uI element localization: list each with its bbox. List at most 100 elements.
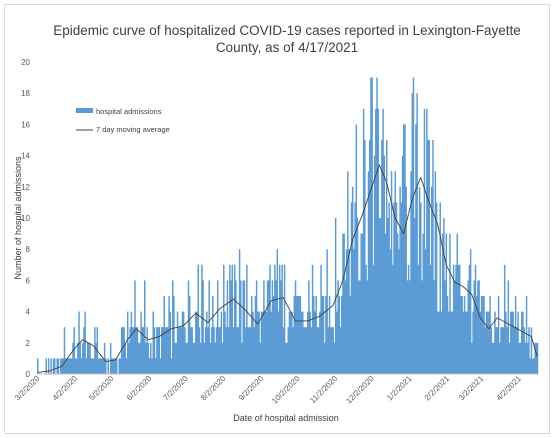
bar xyxy=(240,280,242,374)
bar xyxy=(420,202,422,374)
bar xyxy=(198,327,201,374)
bar xyxy=(187,280,190,374)
bar xyxy=(145,342,147,374)
bar xyxy=(164,327,167,374)
bar xyxy=(100,358,102,374)
bar xyxy=(314,311,316,374)
bar xyxy=(406,280,409,374)
bar xyxy=(171,280,174,374)
bar xyxy=(286,342,288,374)
bar xyxy=(85,358,88,374)
bar xyxy=(257,311,259,374)
bar xyxy=(398,249,400,374)
bar xyxy=(434,171,437,374)
bar xyxy=(443,218,445,374)
bar xyxy=(91,358,94,374)
bar xyxy=(336,311,338,374)
bar xyxy=(243,280,246,374)
bar xyxy=(196,311,198,374)
bar xyxy=(214,342,217,374)
bar xyxy=(409,280,411,374)
bar xyxy=(496,327,499,374)
bar xyxy=(451,311,454,374)
bar xyxy=(296,296,298,374)
bar xyxy=(294,280,297,374)
bar xyxy=(50,358,52,374)
y-tick-label: 8 xyxy=(26,245,31,254)
bar xyxy=(122,327,124,374)
bar xyxy=(56,358,58,374)
bar xyxy=(457,264,460,374)
bar xyxy=(189,296,191,374)
bar xyxy=(304,327,306,374)
bar xyxy=(170,358,173,374)
bar xyxy=(126,311,129,374)
bar xyxy=(185,342,187,374)
bar xyxy=(309,311,311,374)
y-axis-title: Number of hospital admissions xyxy=(13,156,23,280)
bar xyxy=(524,342,527,374)
bar xyxy=(230,280,232,374)
bar xyxy=(483,296,485,374)
bar xyxy=(287,327,289,374)
chart-title-line-2: County, as of 4/17/2021 xyxy=(216,40,358,55)
bar xyxy=(208,280,210,374)
bar xyxy=(202,280,204,374)
x-tick-label: 6/2/2020 xyxy=(125,374,154,403)
bar xyxy=(497,296,500,374)
bar xyxy=(292,327,294,374)
bar xyxy=(161,327,163,374)
bar xyxy=(154,358,157,374)
y-tick-label: 18 xyxy=(21,89,30,98)
bar xyxy=(223,264,225,374)
bar xyxy=(151,358,153,374)
bar xyxy=(534,342,536,374)
bar xyxy=(319,311,321,374)
bar xyxy=(305,327,308,374)
x-tick-label: 3/2/2021 xyxy=(457,374,486,403)
bar xyxy=(354,202,356,374)
y-tick-label: 20 xyxy=(21,58,30,67)
bar xyxy=(432,140,434,374)
bar xyxy=(74,358,77,374)
bar xyxy=(356,218,359,374)
y-tick-label: 6 xyxy=(26,276,31,285)
bar xyxy=(165,327,168,374)
bar xyxy=(511,311,513,374)
bar xyxy=(325,296,327,374)
bar xyxy=(109,342,112,374)
bar xyxy=(339,327,342,374)
bar xyxy=(252,311,254,374)
bar xyxy=(79,342,82,374)
bar xyxy=(401,155,404,374)
bar xyxy=(266,280,269,374)
bar xyxy=(125,358,128,374)
bar xyxy=(506,327,508,374)
bar xyxy=(268,280,270,374)
bar xyxy=(265,311,268,374)
bar xyxy=(140,311,142,374)
bar xyxy=(400,202,403,374)
bar xyxy=(533,358,535,374)
bar xyxy=(367,171,370,374)
bar xyxy=(67,358,69,374)
bar xyxy=(120,327,123,374)
bar xyxy=(80,358,83,374)
bar xyxy=(422,233,424,374)
bar xyxy=(300,311,303,374)
bar xyxy=(467,280,469,374)
bar xyxy=(244,327,247,374)
legend-swatch-admissions xyxy=(76,108,93,113)
bar xyxy=(54,358,56,374)
bar xyxy=(494,311,496,374)
bar xyxy=(310,327,313,374)
bar xyxy=(355,124,358,375)
bar xyxy=(247,327,249,374)
bar xyxy=(512,311,514,374)
bar xyxy=(92,358,95,374)
y-tick-label: 16 xyxy=(21,120,30,129)
x-tick-label: 1/2/2021 xyxy=(385,374,414,403)
bar xyxy=(224,311,226,374)
bar xyxy=(237,327,240,374)
